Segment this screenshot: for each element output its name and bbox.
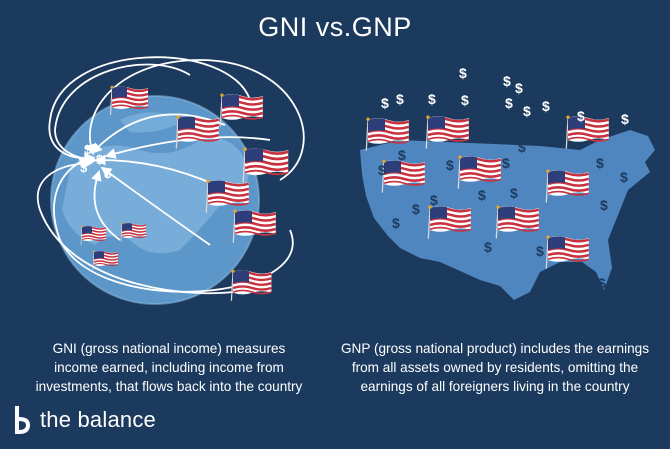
dollar-sign-icon: $ — [461, 92, 469, 108]
gnp-caption-line: from all assets owned by residents, omit… — [351, 360, 639, 375]
dollar-sign-icon: $ — [621, 111, 629, 127]
dollar-sign-icon: $ — [515, 80, 523, 96]
dollar-sign-icon: $ — [84, 142, 92, 157]
dollar-sign-icon: $ — [596, 155, 604, 171]
brand-logo: the balance — [12, 403, 156, 437]
arrow-icon — [37, 56, 305, 295]
gni-caption-line: income earned, including income from — [54, 360, 284, 375]
dollar-sign-icon: $ — [598, 275, 606, 291]
us-flag-icon — [219, 92, 265, 128]
dollar-sign-icon: $ — [381, 95, 389, 111]
dollar-sign-icon: $ — [396, 91, 404, 107]
us-flag-icon — [230, 268, 273, 302]
dollar-sign-icon: $ — [518, 139, 526, 155]
dollar-sign-icon: $ — [459, 65, 467, 81]
dollar-sign-icon: $ — [510, 185, 518, 201]
dollar-sign-icon: $ — [536, 243, 544, 259]
dollar-sign-icon: $ — [484, 239, 492, 255]
dollar-sign-icon: $ — [542, 98, 550, 114]
gni-caption: GNI (gross national income) measures inc… — [10, 339, 328, 396]
dollar-sign-icon: $ — [96, 152, 104, 167]
dollar-sign-icon: $ — [478, 187, 486, 203]
dollar-sign-icon: $ — [502, 155, 510, 171]
dollar-sign-icon: $ — [505, 95, 513, 111]
brand-name: the balance — [40, 407, 156, 432]
gnp-caption-line: earnings of all foreigners living in the… — [360, 379, 630, 394]
page-title: GNI vs.GNP — [258, 12, 412, 42]
dollar-sign-icon: $ — [600, 197, 608, 213]
dollar-sign-icon: $ — [428, 91, 436, 107]
dollar-sign-icon: $ — [392, 215, 400, 231]
dollar-sign-icon: $ — [412, 201, 420, 217]
dollar-sign-icon: $ — [446, 157, 454, 173]
dollar-sign-icon: $ — [577, 108, 585, 124]
dollar-sign-icon: $ — [104, 166, 112, 181]
dollar-sign-icon: $ — [503, 73, 511, 89]
dollar-sign-icon: $ — [398, 147, 406, 163]
gni-caption-line: GNI (gross national income) measures — [52, 341, 286, 356]
dollar-sign-icon: $ — [523, 103, 531, 119]
dollar-sign-icon: $ — [620, 169, 628, 185]
dollar-sign-icon: $ — [430, 192, 438, 208]
gni-caption-line: investments, that flows back into the co… — [35, 379, 303, 394]
gnp-caption: GNP (gross national product) includes th… — [332, 339, 658, 396]
gnp-caption-line: GNP (gross national product) includes th… — [340, 341, 650, 356]
dollar-sign-icon: $ — [378, 162, 386, 178]
dollar-sign-icon: $ — [80, 160, 88, 175]
balance-logo-icon — [15, 406, 30, 434]
